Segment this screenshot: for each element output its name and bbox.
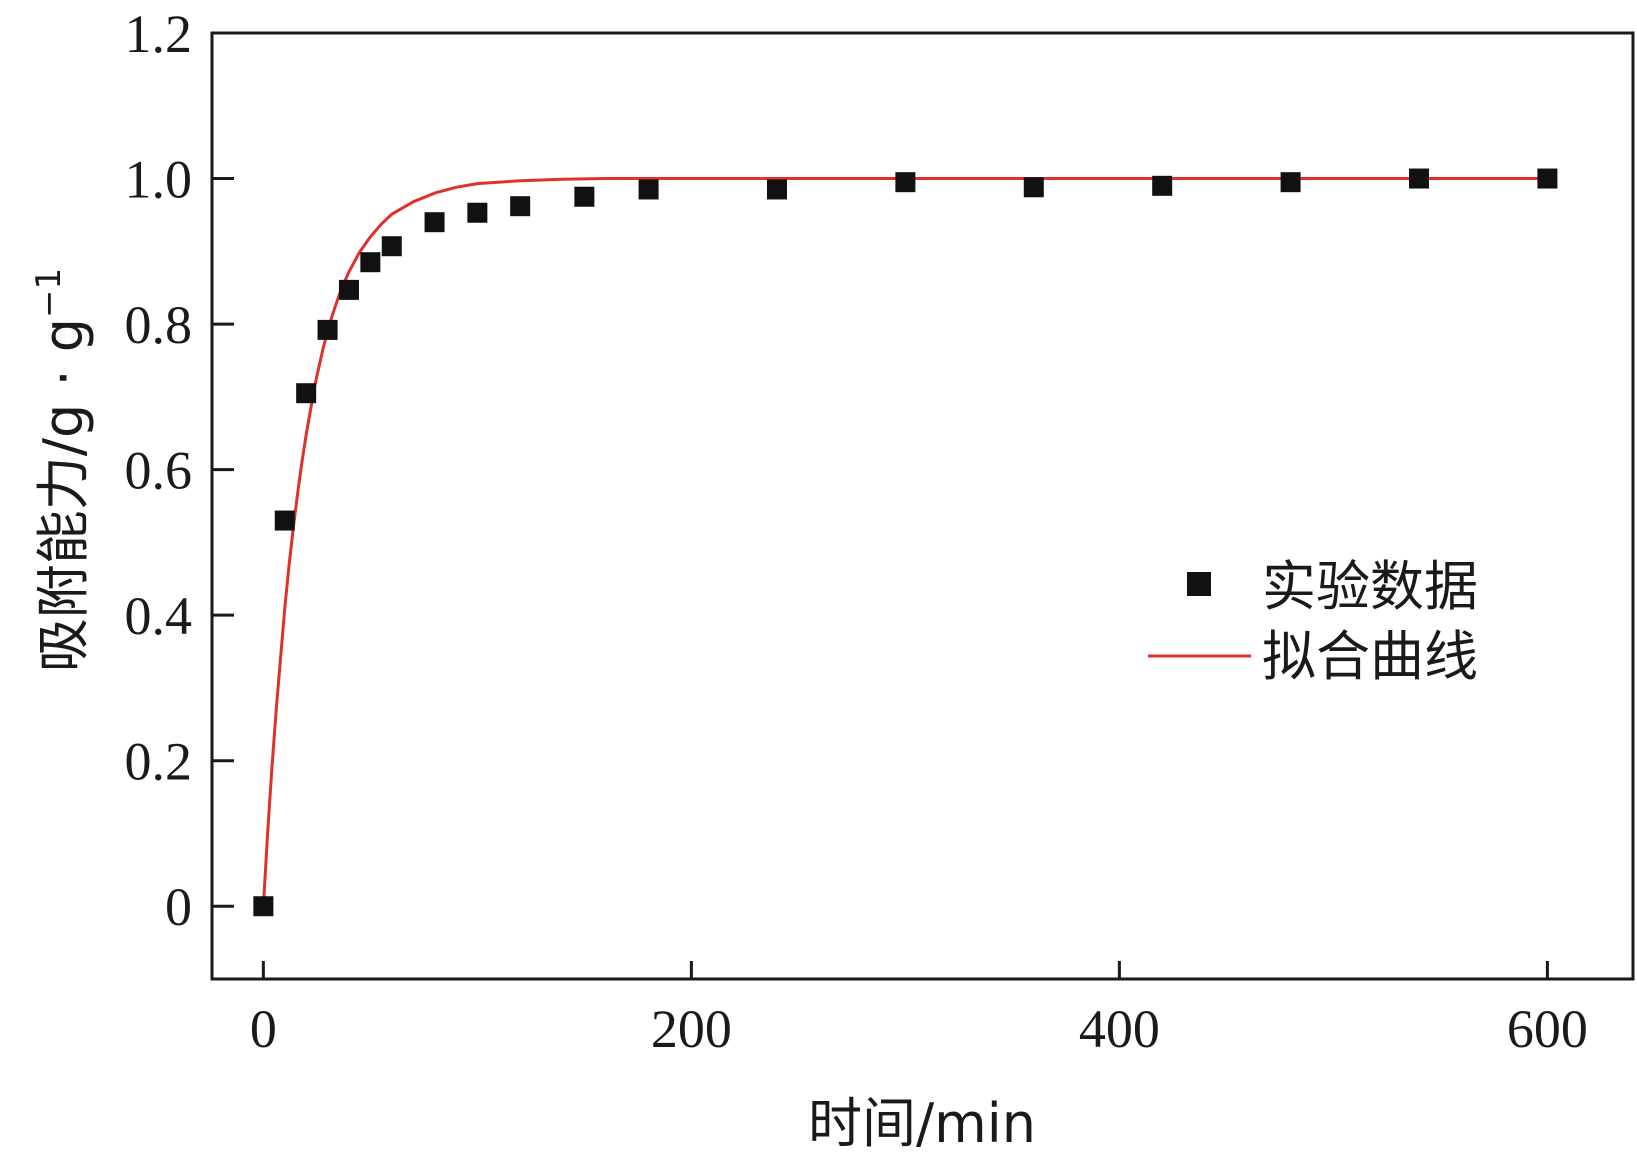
data-point <box>1023 177 1044 198</box>
legend-marker-scatter <box>1187 572 1211 596</box>
x-axis-title: 时间/min <box>808 1092 1036 1155</box>
x-tick-label: 600 <box>1507 999 1588 1059</box>
y-tick-label: 0 <box>165 877 192 937</box>
x-tick-label: 0 <box>250 999 277 1059</box>
y-axis-title-sup: −1 <box>29 268 69 318</box>
y-axis: 0 0.2 0.4 0.6 0.8 1.0 1.2 <box>125 4 234 937</box>
data-point <box>381 236 402 257</box>
data-point <box>574 186 595 207</box>
data-point <box>338 279 359 300</box>
data-point <box>1152 175 1173 196</box>
y-tick-label: 0.6 <box>125 441 193 501</box>
data-point <box>895 172 916 193</box>
legend-label-scatter: 实验数据 <box>1262 555 1478 618</box>
data-point <box>296 383 317 404</box>
data-point <box>638 179 659 200</box>
data-point <box>317 319 338 340</box>
y-tick-label: 1.2 <box>125 4 193 64</box>
data-point <box>424 212 445 233</box>
data-point <box>766 179 787 200</box>
y-tick-label: 0.8 <box>125 295 193 355</box>
x-tick-label: 200 <box>651 999 732 1059</box>
legend: 实验数据 拟合曲线 <box>1148 555 1478 688</box>
legend-label-line: 拟合曲线 <box>1262 625 1478 688</box>
x-axis: 0 200 400 600 <box>250 961 1588 1059</box>
svg-text:吸附能力/g · g−1: 吸附能力/g · g−1 <box>29 268 95 672</box>
data-point <box>1537 168 1558 189</box>
data-point <box>1280 172 1301 193</box>
data-point <box>253 896 274 917</box>
y-axis-title: 吸附能力/g · g−1 <box>29 268 95 672</box>
fit-curve-line <box>261 177 1548 907</box>
data-point <box>510 196 531 217</box>
y-axis-title-main: 吸附能力/g · g <box>32 318 95 672</box>
plot-frame <box>210 31 1635 981</box>
y-tick-label: 0.4 <box>125 586 193 646</box>
data-point <box>360 252 381 273</box>
plot-area <box>253 168 1558 917</box>
y-tick-label: 0.2 <box>125 732 193 792</box>
y-tick-label: 1.0 <box>125 150 193 210</box>
data-point <box>1408 168 1429 189</box>
x-tick-label: 400 <box>1079 999 1160 1059</box>
data-point <box>274 510 295 531</box>
data-point <box>467 202 488 223</box>
